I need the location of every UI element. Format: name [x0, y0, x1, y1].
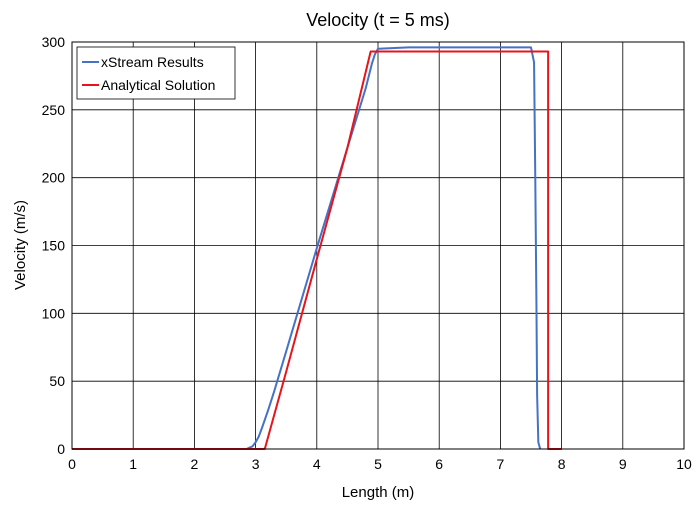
legend-box [76, 46, 236, 100]
x-axis-label: Length (m) [342, 484, 415, 501]
series-layer [72, 46, 562, 450]
x-tick-label: 3 [252, 456, 260, 472]
x-tick-label: 4 [313, 456, 321, 472]
y-tick-label: 200 [42, 170, 66, 186]
x-tick-label: 0 [68, 456, 76, 472]
y-tick-label: 150 [42, 238, 66, 254]
x-tick-label: 7 [497, 456, 505, 472]
chart-title: Velocity (t = 5 ms) [306, 10, 450, 30]
legend-label: Analytical Solution [101, 77, 215, 93]
series-line-xstream-results [72, 46, 542, 450]
y-tick-label: 250 [42, 102, 66, 118]
grid [71, 41, 685, 450]
x-tick-label: 5 [374, 456, 382, 472]
x-tick-label: 2 [191, 456, 199, 472]
x-tick-label: 9 [619, 456, 627, 472]
x-tick-label: 1 [129, 456, 137, 472]
y-tick-label: 50 [49, 373, 65, 389]
x-tick-label: 6 [435, 456, 443, 472]
legend: xStream Results Analytical Solution [76, 46, 236, 100]
y-axis-label: Velocity (m/s) [12, 200, 29, 290]
y-tick-label: 100 [42, 305, 66, 321]
y-tick-label: 0 [57, 441, 65, 457]
y-tick-label: 300 [42, 34, 66, 50]
series-line-analytical-solution [72, 50, 562, 450]
plot-frame [71, 41, 685, 450]
x-tick-label: 10 [676, 456, 692, 472]
legend-label: xStream Results [101, 54, 204, 70]
x-tick-label: 8 [558, 456, 566, 472]
